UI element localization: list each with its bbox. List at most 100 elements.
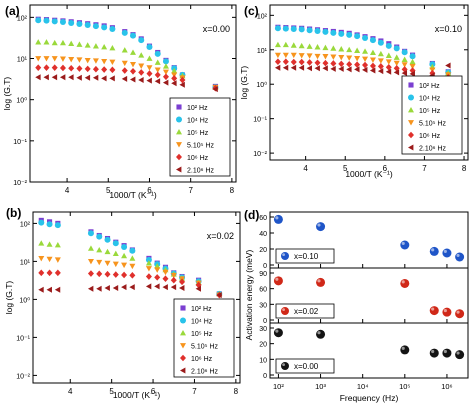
data-point xyxy=(442,348,452,358)
data-point xyxy=(59,19,66,26)
series-4 xyxy=(35,64,219,92)
x-tick-label: 6 xyxy=(147,186,152,195)
data-point xyxy=(455,309,465,319)
data-point xyxy=(35,17,42,24)
ball-body xyxy=(316,329,326,339)
x-tick-label: 10⁶ xyxy=(441,382,452,391)
data-point xyxy=(35,56,42,62)
data-point xyxy=(330,45,337,51)
x-tick-label: 8 xyxy=(462,164,467,173)
y-tick-label: 40 xyxy=(259,231,267,238)
data-point xyxy=(96,233,103,240)
ball-body xyxy=(316,222,326,232)
series-4 xyxy=(38,269,223,299)
data-point xyxy=(87,259,94,265)
x-tick-label: 6 xyxy=(151,387,156,396)
data-point xyxy=(338,46,345,52)
data-point xyxy=(346,66,352,73)
y-tick-label: 60 xyxy=(259,287,267,294)
data-point xyxy=(162,63,169,69)
y-tick-label: 30 xyxy=(259,302,267,309)
data-point xyxy=(46,256,53,263)
y-tick-label: 30 xyxy=(259,326,267,333)
legend-marker xyxy=(180,354,186,362)
series-5 xyxy=(274,62,451,79)
data-point xyxy=(130,67,136,75)
y-tick-label: 10⁻² xyxy=(253,151,267,158)
data-point xyxy=(54,286,61,293)
y-axis-label: log (G.T) xyxy=(4,281,14,315)
x-tick-label: 7 xyxy=(192,387,197,396)
legend-marker xyxy=(180,317,186,324)
data-point xyxy=(104,270,111,278)
panel-c: 4 5 6 7 8 10⁻² 10⁻¹ 10⁰ 10¹ 10² 1000/T (K⁻¹) log (G… xyxy=(239,4,469,179)
data-point xyxy=(43,56,50,62)
data-point xyxy=(171,67,178,74)
data-point xyxy=(282,64,289,71)
data-point xyxy=(369,67,376,74)
data-point xyxy=(154,67,161,73)
data-point xyxy=(179,76,186,84)
data-point xyxy=(354,33,361,40)
data-point xyxy=(338,55,345,61)
ball-body xyxy=(442,248,452,258)
data-point xyxy=(354,66,360,73)
data-point xyxy=(154,267,161,273)
data-point xyxy=(43,17,50,24)
data-point xyxy=(76,57,83,63)
panel-label: (d) xyxy=(244,208,259,222)
data-point xyxy=(84,42,91,48)
ball-highlight xyxy=(317,279,321,283)
x-tick-label: 5 xyxy=(343,164,348,173)
data-point xyxy=(54,257,61,263)
y-axis-label: log (G.T) xyxy=(2,77,12,111)
ball-highlight xyxy=(456,351,460,355)
data-point xyxy=(162,284,168,291)
panel-b: 4 5 6 7 8 10⁻² 10⁻¹ 10⁰ 10¹ 10² 1000/T (K⁻¹) log (G… xyxy=(4,206,241,400)
legend-entry: 10⁴ Hz xyxy=(419,96,441,103)
data-point xyxy=(84,65,91,73)
data-point xyxy=(429,348,439,358)
data-point xyxy=(145,273,152,280)
ball-body xyxy=(400,345,410,355)
y-tick-label: 10² xyxy=(17,15,28,22)
data-point xyxy=(369,49,376,55)
data-point xyxy=(377,39,384,46)
data-point xyxy=(306,59,313,66)
legend-marker xyxy=(176,104,182,110)
ball-highlight xyxy=(456,253,460,257)
data-point xyxy=(362,48,369,54)
legend-marker xyxy=(176,129,182,135)
data-point xyxy=(298,64,305,71)
data-point xyxy=(96,259,103,266)
y-tick-label: 10⁻¹ xyxy=(16,335,30,342)
data-point xyxy=(154,71,161,79)
ball-highlight xyxy=(431,349,435,354)
data-point xyxy=(354,56,361,62)
data-point xyxy=(129,263,136,270)
data-point xyxy=(129,255,136,261)
y-tick-label: 10⁰ xyxy=(16,97,27,105)
legend-marker xyxy=(408,131,414,139)
data-point xyxy=(322,65,328,72)
ball-body xyxy=(429,306,439,316)
ball-highlight xyxy=(275,216,279,220)
data-point xyxy=(130,49,136,55)
data-point xyxy=(121,47,128,53)
legend: 10² Hz 10⁴ Hz 10⁵ Hz 5.10⁵ Hz 10⁶ Hz 2.10⁶ Hz xyxy=(169,97,231,177)
data-point xyxy=(59,64,66,72)
data-point xyxy=(87,270,94,277)
data-point xyxy=(154,263,161,269)
data-point xyxy=(96,246,103,253)
data-point xyxy=(322,54,329,60)
data-point xyxy=(130,61,136,68)
x-tick-label: 6 xyxy=(383,164,388,173)
panel-label: (b) xyxy=(6,206,21,220)
data-point xyxy=(162,69,169,76)
x-axis-label: 1000/T (K⁻¹) xyxy=(345,169,392,179)
y-tick-label: 10⁰ xyxy=(256,81,267,89)
data-point xyxy=(76,74,82,81)
data-point xyxy=(101,44,108,50)
legend-box xyxy=(275,358,335,374)
data-point xyxy=(455,252,465,262)
